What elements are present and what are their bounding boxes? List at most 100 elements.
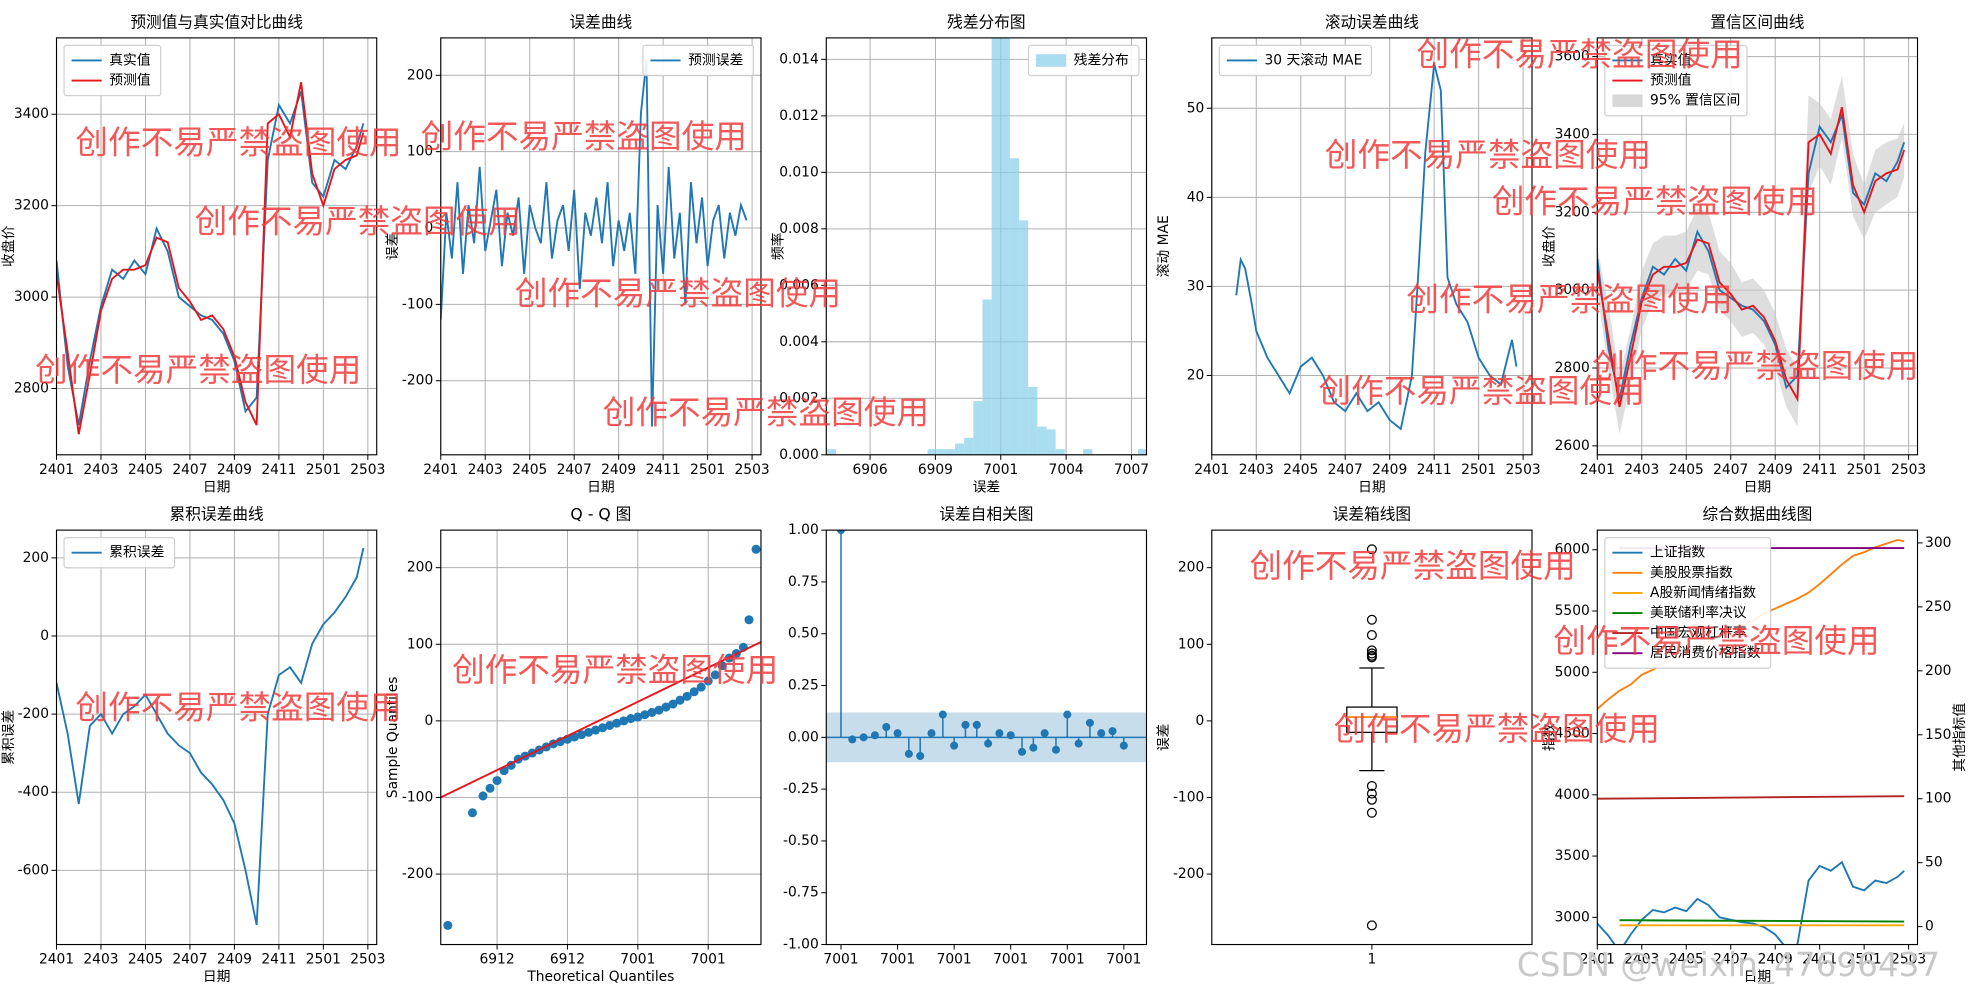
plot-layer bbox=[826, 530, 1147, 763]
line bbox=[1597, 860, 1905, 945]
y-tick-label: 30 bbox=[1187, 278, 1205, 294]
watermark: 创作不易严禁盗图使用 bbox=[1406, 281, 1732, 319]
legend-label: 中国宏观杠杆率 bbox=[1650, 624, 1747, 641]
bar bbox=[973, 401, 983, 455]
point bbox=[605, 720, 615, 730]
plot-frame bbox=[440, 529, 762, 946]
x-tick-label: 2411 bbox=[1802, 952, 1837, 968]
y-tick-label: -400 bbox=[18, 784, 49, 800]
y-tick-label: 1.00 bbox=[788, 522, 819, 538]
watermark: 创作不易严禁盗图使用 bbox=[452, 651, 778, 689]
bar bbox=[964, 437, 974, 455]
stem-marker bbox=[1063, 710, 1072, 719]
y-tick-label: 3000 bbox=[1555, 282, 1590, 298]
bar bbox=[1009, 158, 1020, 455]
x-tick-label: 2503 bbox=[1891, 462, 1926, 478]
x-tick-label: 7001 bbox=[993, 952, 1028, 968]
fit-line bbox=[440, 641, 761, 799]
x-tick-label: 2411 bbox=[1417, 462, 1452, 478]
point bbox=[591, 725, 601, 735]
legend-label: A股新闻情绪指数 bbox=[1650, 585, 1756, 601]
y-tick-label: 200 bbox=[1178, 560, 1204, 576]
point bbox=[647, 707, 657, 717]
plot-area bbox=[440, 37, 761, 455]
y-tick-label: 100 bbox=[407, 144, 433, 160]
x-tick-label: 7001 bbox=[983, 462, 1018, 478]
y-tick-label: 0.014 bbox=[779, 51, 819, 67]
plot-area bbox=[440, 530, 761, 945]
point bbox=[598, 723, 608, 733]
point bbox=[682, 691, 692, 701]
y-axis-label: 收盘价 bbox=[1541, 225, 1558, 267]
bar bbox=[1000, 37, 1010, 455]
x-tick-label: 7001 bbox=[937, 952, 972, 968]
x-tick-label: 2407 bbox=[172, 952, 207, 968]
watermark: 创作不易严禁盗图使用 bbox=[1325, 136, 1651, 174]
point bbox=[443, 920, 453, 930]
y-axis-label: 指数 bbox=[1542, 723, 1558, 751]
x-tick-label: 2411 bbox=[261, 462, 296, 478]
legend-label: 预测值 bbox=[109, 73, 151, 89]
line bbox=[56, 91, 365, 426]
point bbox=[576, 730, 587, 740]
bar bbox=[1037, 426, 1047, 455]
y-axis-label: 误差 bbox=[385, 233, 401, 261]
x-tick-label: 2409 bbox=[1758, 952, 1793, 968]
outlier bbox=[1366, 780, 1377, 791]
y2-tick-label: 50 bbox=[1925, 855, 1943, 871]
y-tick-label: 40 bbox=[1187, 189, 1205, 205]
x-tick-label: 7004 bbox=[1049, 462, 1084, 478]
line bbox=[56, 82, 365, 435]
point bbox=[626, 714, 636, 724]
y-tick-label: -200 bbox=[18, 706, 49, 722]
y-tick-label: 0.00 bbox=[788, 729, 819, 745]
plot-layer bbox=[826, 37, 1147, 455]
y-axis-label: 滚动 MAE bbox=[1155, 215, 1172, 277]
legend-box bbox=[1027, 44, 1140, 77]
chart-title: Q - Q 图 bbox=[570, 505, 631, 524]
bar bbox=[991, 37, 1001, 455]
y-tick-label: 50 bbox=[1187, 100, 1205, 116]
panel: 2401 2403 2405 2407 2409 2411 2501 2503 -600 -400… bbox=[1, 505, 386, 986]
chart-title: 误差曲线 bbox=[569, 12, 632, 31]
stem-marker bbox=[961, 720, 970, 729]
plot-layer bbox=[1346, 544, 1398, 931]
y-tick-label: 100 bbox=[407, 636, 433, 652]
stem-marker bbox=[950, 741, 959, 750]
bar bbox=[927, 449, 937, 455]
y-tick-label: 5500 bbox=[1555, 603, 1590, 619]
legend-label: 预测误差 bbox=[688, 52, 743, 68]
outlier bbox=[1366, 614, 1377, 625]
x-tick-label: 2401 bbox=[39, 462, 74, 478]
bar bbox=[1019, 220, 1029, 455]
stem-marker bbox=[882, 722, 891, 731]
stem-marker bbox=[1006, 731, 1015, 740]
legend-box bbox=[642, 44, 755, 77]
y-tick-label: 0.010 bbox=[779, 164, 819, 180]
y-tick-label: 0.75 bbox=[788, 574, 819, 590]
plot-layer bbox=[1597, 76, 1906, 435]
bar bbox=[982, 299, 992, 455]
legend-box bbox=[63, 44, 162, 97]
stem-marker bbox=[984, 739, 993, 748]
legend: 预测误差 bbox=[642, 44, 755, 77]
watermark: 创作不易严禁盗图使用 bbox=[1492, 183, 1818, 221]
legend-label: 残差分布 bbox=[1074, 52, 1129, 68]
y-tick-label: 0.008 bbox=[779, 221, 819, 237]
confidence-band bbox=[1597, 76, 1905, 435]
y-tick-label: 0 bbox=[424, 713, 433, 729]
x-tick-label: 2403 bbox=[83, 952, 118, 968]
point bbox=[640, 710, 650, 720]
panel: 2401 2403 2405 2407 2409 2411 2501 2503 20 30 40 50… bbox=[1155, 12, 1541, 495]
y-tick-label: 0.012 bbox=[779, 108, 819, 124]
x-tick-label: 2405 bbox=[128, 952, 163, 968]
y-tick-label: 3500 bbox=[1555, 848, 1590, 864]
x-tick-label: 2403 bbox=[1624, 952, 1659, 968]
y-tick-label: 3000 bbox=[14, 289, 49, 305]
point bbox=[675, 695, 685, 705]
y-tick-label: 3400 bbox=[1555, 126, 1590, 142]
x-tick-label: 7001 bbox=[691, 952, 726, 968]
stem-marker bbox=[1108, 727, 1117, 736]
